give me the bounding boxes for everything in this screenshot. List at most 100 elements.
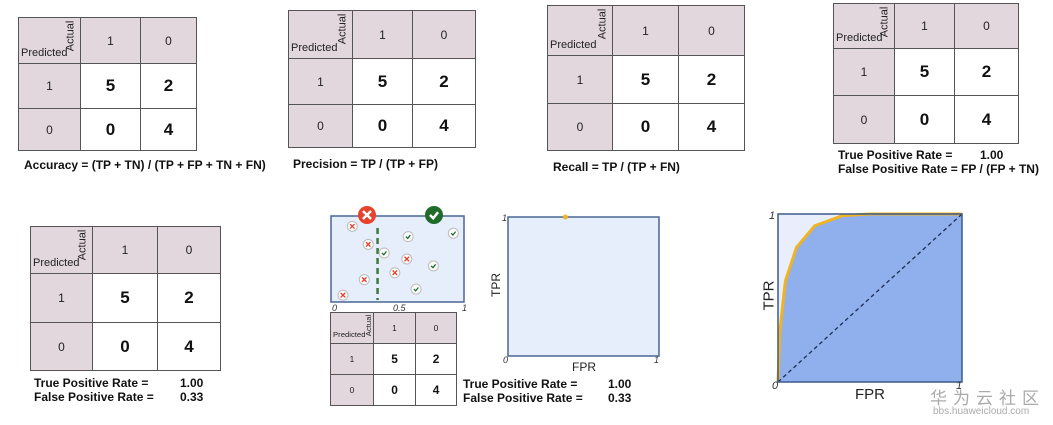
roc-empty-ylabel: TPR	[489, 273, 503, 297]
roc-empty-xlabel: FPR	[572, 360, 596, 374]
matrix-value-cell: 0	[80, 108, 141, 151]
actual-header-cell: 1	[894, 3, 955, 49]
actual-label: Actual	[64, 20, 77, 52]
matrix-value-cell: 0	[92, 322, 158, 371]
matrix-value-cell: 5	[352, 58, 413, 105]
predicted-label: Predicted	[836, 32, 883, 44]
matrix-value-cell: 4	[678, 103, 745, 151]
check-mark-icon	[405, 234, 411, 240]
matrix-value-cell: 4	[415, 374, 457, 406]
corner-cell: Predicted Actual	[18, 17, 81, 64]
scatter-x-tick: 0.5	[393, 303, 406, 313]
fpr-label: False Positive Rate =	[463, 391, 583, 405]
accuracy-formula: Accuracy = (TP + TN) / (TP + FP + TN + F…	[24, 158, 266, 172]
actual-header-cell: 0	[412, 10, 476, 59]
actual-label: Actual	[336, 13, 349, 45]
matrix-value-cell: 5	[92, 273, 158, 323]
roc-ylabel: TPR	[760, 280, 778, 311]
tpr-value: 1.00	[980, 148, 1004, 162]
roc-y-tick: 1	[769, 210, 776, 222]
tpr-label: True Positive Rate =	[838, 148, 953, 162]
matrix-value-cell: 2	[412, 58, 476, 105]
watermark-title: 华为云社区	[930, 389, 1045, 408]
matrix-value-cell: 5	[612, 55, 679, 104]
matrix-value-cell: 2	[415, 343, 457, 375]
corner-cell: Predicted Actual	[288, 10, 353, 59]
predicted-label: Predicted	[33, 257, 80, 269]
recall-formula: Recall = TP / (TP + FN)	[553, 160, 680, 174]
positive-point	[378, 247, 390, 259]
roc-empty-frame	[507, 216, 660, 357]
actual-label: Actual	[596, 8, 609, 40]
roc-point	[562, 214, 568, 220]
matrix-value-cell: 4	[140, 108, 197, 151]
matrix-value-cell: 2	[954, 48, 1019, 96]
check-mark-icon	[430, 263, 437, 269]
positive-point	[427, 260, 439, 272]
matrix-value-cell: 4	[412, 104, 476, 148]
matrix-value-cell: 0	[612, 103, 679, 151]
tpr-value: 1.00	[180, 376, 204, 390]
fpr-value: 0.33	[180, 390, 204, 404]
actual-header-cell: 1	[92, 226, 158, 274]
fpr-value: 0.33	[608, 391, 632, 405]
x-mark-icon	[349, 223, 355, 230]
watermark-url: bbs.huaweicloud.com	[933, 406, 1030, 417]
x-mark-icon	[340, 292, 346, 298]
predicted-header-cell: 0	[547, 103, 613, 151]
check-mark-icon	[381, 250, 387, 256]
matrix-value-cell: 4	[954, 95, 1019, 144]
actual-label: Actual	[878, 6, 891, 38]
matrix-value-cell: 5	[80, 63, 141, 109]
positive-class-icon	[425, 206, 443, 224]
x-mark-icon	[392, 270, 398, 276]
corner-cell: Predicted Actual	[547, 5, 613, 56]
scatter-x-tick: 1	[462, 303, 468, 313]
roc-x-tick: 0	[772, 380, 779, 392]
matrix-value-cell: 0	[352, 104, 413, 148]
roc-frame	[777, 213, 963, 383]
predicted-label: Predicted	[21, 47, 68, 59]
corner-cell: Predicted Actual	[833, 3, 895, 49]
matrix-value-cell: 0	[894, 95, 955, 144]
predicted-header-cell: 1	[833, 48, 895, 96]
roc-x-tick: 1	[956, 380, 963, 392]
predicted-header-cell: 0	[330, 374, 374, 406]
check-mark-icon	[413, 287, 419, 292]
actual-header-cell: 0	[140, 17, 197, 64]
matrix-value-cell: 5	[894, 48, 955, 96]
predicted-header-cell: 0	[833, 95, 895, 144]
actual-header-cell: 0	[678, 5, 745, 56]
matrix-value-cell: 0	[373, 374, 416, 406]
fpr-formula: False Positive Rate = FP / (FP + TN)	[838, 162, 1039, 176]
actual-header-cell: 1	[373, 312, 416, 344]
actual-header-cell: 0	[954, 3, 1019, 49]
actual-header-cell: 0	[415, 312, 457, 344]
corner-cell: Predicted Actual	[330, 312, 374, 344]
roc-empty-x-tick: 1	[654, 355, 660, 365]
predicted-header-cell: 1	[30, 273, 93, 323]
tpr-value: 1.00	[608, 377, 632, 391]
x-mark-icon	[404, 256, 410, 262]
actual-label: Actual	[76, 229, 89, 261]
actual-header-cell: 1	[352, 10, 413, 59]
matrix-value-cell: 5	[373, 343, 416, 375]
matrix-value-cell: 2	[140, 63, 197, 109]
x-mark-icon	[362, 210, 372, 220]
predicted-header-cell: 0	[18, 108, 81, 151]
roc-xlabel: FPR	[855, 386, 885, 403]
check-mark-icon	[450, 231, 457, 236]
roc-empty-y-tick: 1	[502, 213, 508, 223]
tpr-label: True Positive Rate =	[463, 377, 578, 391]
roc-auc-area	[778, 214, 962, 382]
roc-empty-x-tick: 0	[503, 355, 509, 365]
precision-formula: Precision = TP / (TP + FP)	[293, 157, 438, 171]
matrix-value-cell: 2	[678, 55, 745, 104]
corner-cell: Predicted Actual	[30, 226, 93, 274]
tpr-label: True Positive Rate =	[34, 376, 149, 390]
predicted-label: Predicted	[333, 330, 366, 339]
fpr-label: False Positive Rate =	[34, 390, 154, 404]
actual-header-cell: 1	[80, 17, 141, 64]
